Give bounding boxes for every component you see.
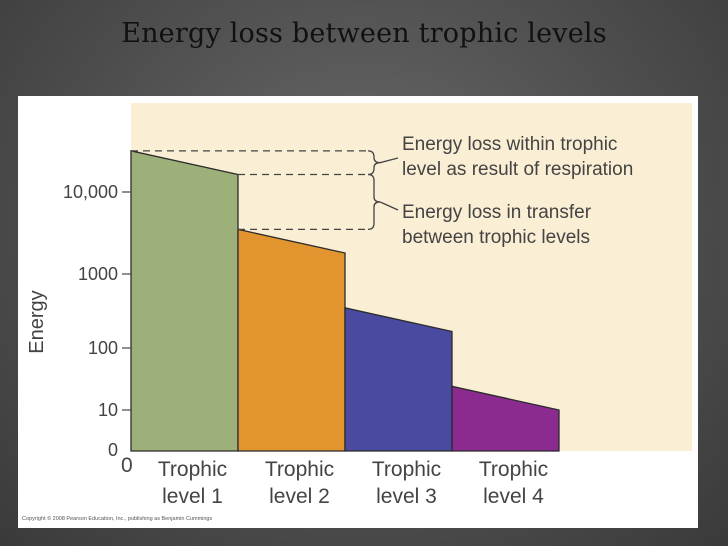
copyright-text: Copyright © 2008 Pearson Education, Inc.… <box>22 515 212 522</box>
y-axis: 0 10 100 1000 10,000 <box>63 182 131 460</box>
annotation-2-line-1: Energy loss in transfer <box>402 202 592 223</box>
bar-trophic-level-1 <box>130 150 239 452</box>
category-label-1-line-1: Trophic <box>158 458 227 481</box>
category-label-4-line-1: Trophic <box>479 458 548 481</box>
dashed-guides <box>131 150 368 231</box>
annotation-leader-1 <box>379 157 399 164</box>
bar-trophic-level-2 <box>237 228 346 452</box>
x-origin-label: 0 <box>121 454 133 477</box>
category-label-3-line-2: level 3 <box>376 485 437 508</box>
bar-trophic-level-3 <box>344 307 453 452</box>
annotation-leader-2 <box>379 201 399 211</box>
y-tick-label-100: 100 <box>88 338 118 358</box>
brace-respiration <box>367 150 381 176</box>
y-tick-label-10000: 10,000 <box>63 182 118 202</box>
y-tick-label-10: 10 <box>98 400 118 420</box>
y-axis-title: Energy <box>26 290 48 353</box>
category-label-1-line-2: level 1 <box>162 485 223 508</box>
category-label-2-line-1: Trophic <box>265 458 334 481</box>
bar-trophic-level-4 <box>451 385 560 452</box>
annotation-1-line-1: Energy loss within trophic <box>402 134 617 155</box>
category-label-4-line-2: level 4 <box>483 485 544 508</box>
category-label-2-line-2: level 2 <box>269 485 330 508</box>
annotations: Energy loss within trophic level as resul… <box>367 134 633 248</box>
annotation-1-line-2: level as result of respiration <box>402 159 633 180</box>
energy-chart: 0 10 100 1000 10,000 0 Trophic level 1 Trophic l… <box>22 103 692 522</box>
y-tick-label-0: 0 <box>108 440 118 460</box>
annotation-2-line-2: between trophic levels <box>402 227 590 248</box>
figure: 0 10 100 1000 10,000 0 Trophic level 1 Trophic l… <box>18 96 698 528</box>
slide-title: Energy loss between trophic levels <box>121 18 607 49</box>
y-tick-label-1000: 1000 <box>78 264 118 284</box>
x-axis-labels: 0 Trophic level 1 Trophic level 2 Trophic leve… <box>121 454 548 508</box>
category-label-3-line-1: Trophic <box>372 458 441 481</box>
